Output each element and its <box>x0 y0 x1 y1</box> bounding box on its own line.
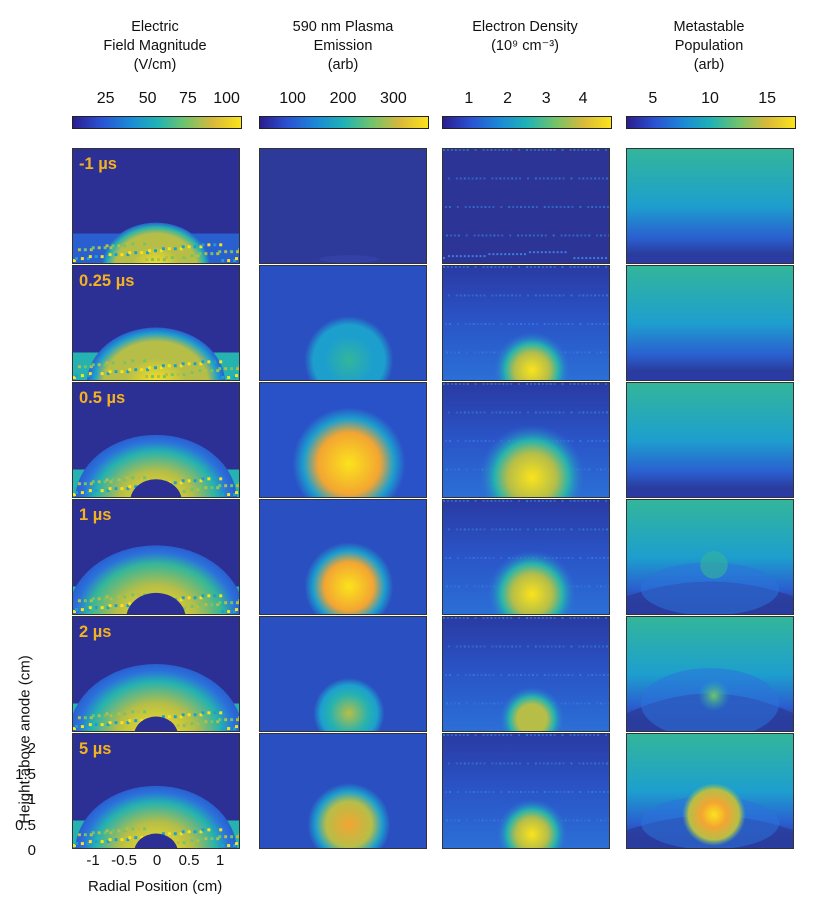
time-label: 2 µs <box>79 623 112 641</box>
y-tick: 2 <box>27 740 36 757</box>
colorbar-tick: 25 <box>96 90 115 107</box>
panel-metastable-row-6 <box>626 733 794 849</box>
panel-density-row-4 <box>442 499 610 615</box>
colorbar-tick: 50 <box>138 90 157 107</box>
colorbar-tick: 100 <box>213 90 240 107</box>
panel-emission-row-3 <box>259 382 427 498</box>
heatmap-image <box>443 500 609 614</box>
colorbar-metastable <box>626 116 796 129</box>
heatmap-image <box>73 617 239 731</box>
panel-density-row-1 <box>442 148 610 264</box>
panel-density-row-2 <box>442 265 610 381</box>
heatmap-image <box>260 383 426 497</box>
heatmap-image <box>627 617 793 731</box>
colorbar-field <box>72 116 242 129</box>
y-tick: 0.5 <box>15 817 36 834</box>
colorbar-density <box>442 116 612 129</box>
col-title-electron-density: Electron Density (10⁹ cm⁻³) <box>472 19 578 54</box>
panel-metastable-row-3 <box>626 382 794 498</box>
panel-metastable-row-2 <box>626 265 794 381</box>
panel-emission-row-1 <box>259 148 427 264</box>
heatmap-image <box>627 500 793 614</box>
colorbar-ticks-field: 25 50 75 100 <box>72 90 240 110</box>
heatmap-image <box>443 617 609 731</box>
panel-field-row-6: 5 µs <box>72 733 240 849</box>
heatmap-image <box>73 500 239 614</box>
x-tick: -1 <box>86 852 100 869</box>
colorbar-tick: 15 <box>758 90 777 107</box>
colorbar-tick: 2 <box>503 90 512 107</box>
panel-field-row-2: 0.25 µs <box>72 265 240 381</box>
colorbar-tick: 5 <box>648 90 658 107</box>
y-tick: 1 <box>27 791 36 808</box>
colorbar-emission <box>259 116 429 129</box>
time-label: -1 µs <box>79 155 117 173</box>
colorbar-tick: 3 <box>541 90 551 107</box>
x-tick: 1 <box>215 852 225 869</box>
colorbar-tick: 75 <box>179 90 197 107</box>
heatmap-image <box>260 734 426 848</box>
panel-field-row-1: -1 µs <box>72 148 240 264</box>
heatmap-image <box>260 266 426 380</box>
y-tick: 0 <box>27 842 36 859</box>
panel-emission-row-6 <box>259 733 427 849</box>
heatmap-image <box>443 266 609 380</box>
panel-emission-row-5 <box>259 616 427 732</box>
x-tick: -0.5 <box>111 852 137 869</box>
panel-field-row-5: 2 µs <box>72 616 240 732</box>
panel-emission-row-4 <box>259 499 427 615</box>
colorbar-ticks-metastable: 5 10 15 <box>626 90 794 110</box>
col-title-plasma-emission: 590 nm Plasma Emission (arb) <box>292 19 394 73</box>
colorbar-tick: 4 <box>578 90 588 107</box>
heatmap-image <box>627 266 793 380</box>
colorbar-ticks-density: 1 2 3 4 <box>442 90 610 110</box>
heatmap-image <box>73 149 239 263</box>
col-title-metastable: Metastable Population (arb) <box>673 19 745 73</box>
heatmap-image <box>260 617 426 731</box>
heatmap-image <box>73 383 239 497</box>
x-axis-label: Radial Position (cm) <box>88 878 223 895</box>
time-label: 0.25 µs <box>79 272 135 290</box>
heatmap-image <box>443 383 609 497</box>
heatmap-image <box>627 383 793 497</box>
colorbar-tick: 200 <box>329 90 357 107</box>
heatmap-image <box>73 266 239 380</box>
heatmap-image <box>260 500 426 614</box>
panel-metastable-row-4 <box>626 499 794 615</box>
panel-density-row-6 <box>442 733 610 849</box>
panel-metastable-row-1 <box>626 148 794 264</box>
time-label: 1 µs <box>79 506 112 524</box>
y-tick: 1.5 <box>15 766 36 783</box>
panel-emission-row-2 <box>259 265 427 381</box>
panel-field-row-3: 0.5 µs <box>72 382 240 498</box>
panel-density-row-5 <box>442 616 610 732</box>
panel-density-row-3 <box>442 382 610 498</box>
colorbar-tick: 300 <box>380 90 407 107</box>
time-label: 5 µs <box>79 740 112 758</box>
heatmap-image <box>260 149 426 263</box>
time-label: 0.5 µs <box>79 389 126 407</box>
x-tick: 0.5 <box>178 852 200 869</box>
colorbar-tick: 1 <box>464 90 474 107</box>
colorbar-tick: 100 <box>279 90 306 107</box>
heatmap-image <box>443 149 609 263</box>
heatmap-image <box>627 734 793 848</box>
heatmap-image <box>627 149 793 263</box>
colorbar-ticks-emission: 100 200 300 <box>259 90 427 110</box>
x-tick: 0 <box>152 852 162 869</box>
heatmap-image <box>73 734 239 848</box>
heatmap-image <box>443 734 609 848</box>
panel-metastable-row-5 <box>626 616 794 732</box>
col-title-electric-field: Electric Field Magnitude (V/cm) <box>103 19 207 73</box>
panel-field-row-4: 1 µs <box>72 499 240 615</box>
colorbar-tick: 10 <box>701 90 719 107</box>
